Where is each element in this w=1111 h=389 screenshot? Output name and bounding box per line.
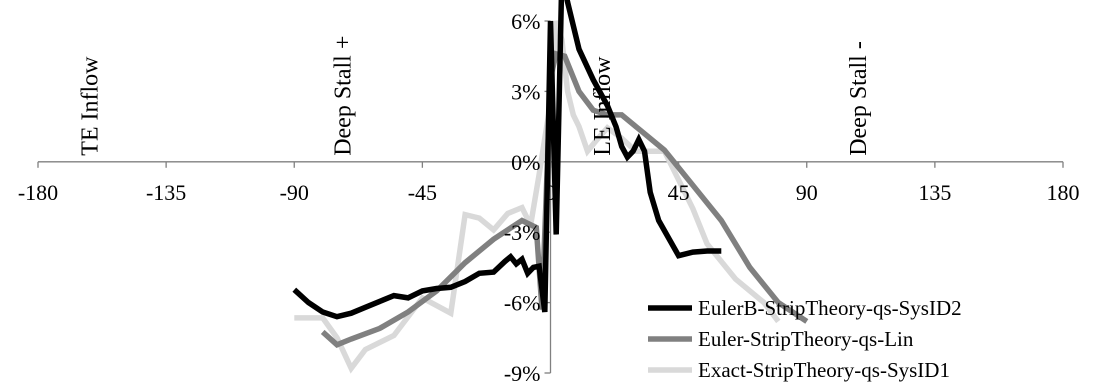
- x-tick-label: 180: [1047, 180, 1080, 205]
- series-line-1: [292, 0, 722, 320]
- y-tick-label: -6%: [504, 291, 541, 316]
- y-tick-label: -3%: [504, 220, 541, 245]
- legend-label: EulerB-StripTheory-qs-SysID2: [698, 296, 962, 320]
- x-tick-label: -180: [18, 180, 58, 205]
- legend: EulerB-StripTheory-qs-SysID2 Euler-StripT…: [648, 296, 962, 382]
- y-tick-label: 3%: [511, 79, 540, 104]
- x-tick-label: -135: [146, 180, 186, 205]
- legend-label: Euler-StripTheory-qs-Lin: [698, 327, 914, 351]
- x-tick-label: 90: [796, 180, 818, 205]
- region-annotation: Deep Stall -: [846, 41, 872, 156]
- region-annotation: TE Inflow: [77, 56, 103, 156]
- x-tick-label: 135: [918, 180, 951, 205]
- y-tick-label: -9%: [504, 361, 541, 386]
- x-tick-label: 0: [545, 180, 556, 205]
- series-line-2: [320, 50, 809, 348]
- y-tick-label: 6%: [511, 9, 540, 34]
- x-tick-label: -45: [408, 180, 437, 205]
- region-annotation: LE Inflow: [590, 56, 616, 156]
- region-annotation: Deep Stall +: [331, 36, 357, 156]
- y-tick-label: 0%: [511, 150, 540, 175]
- x-tick-label: 45: [668, 180, 690, 205]
- legend-label: Exact-StripTheory-qs-SysID1: [698, 358, 950, 382]
- x-tick-label: -90: [280, 180, 309, 205]
